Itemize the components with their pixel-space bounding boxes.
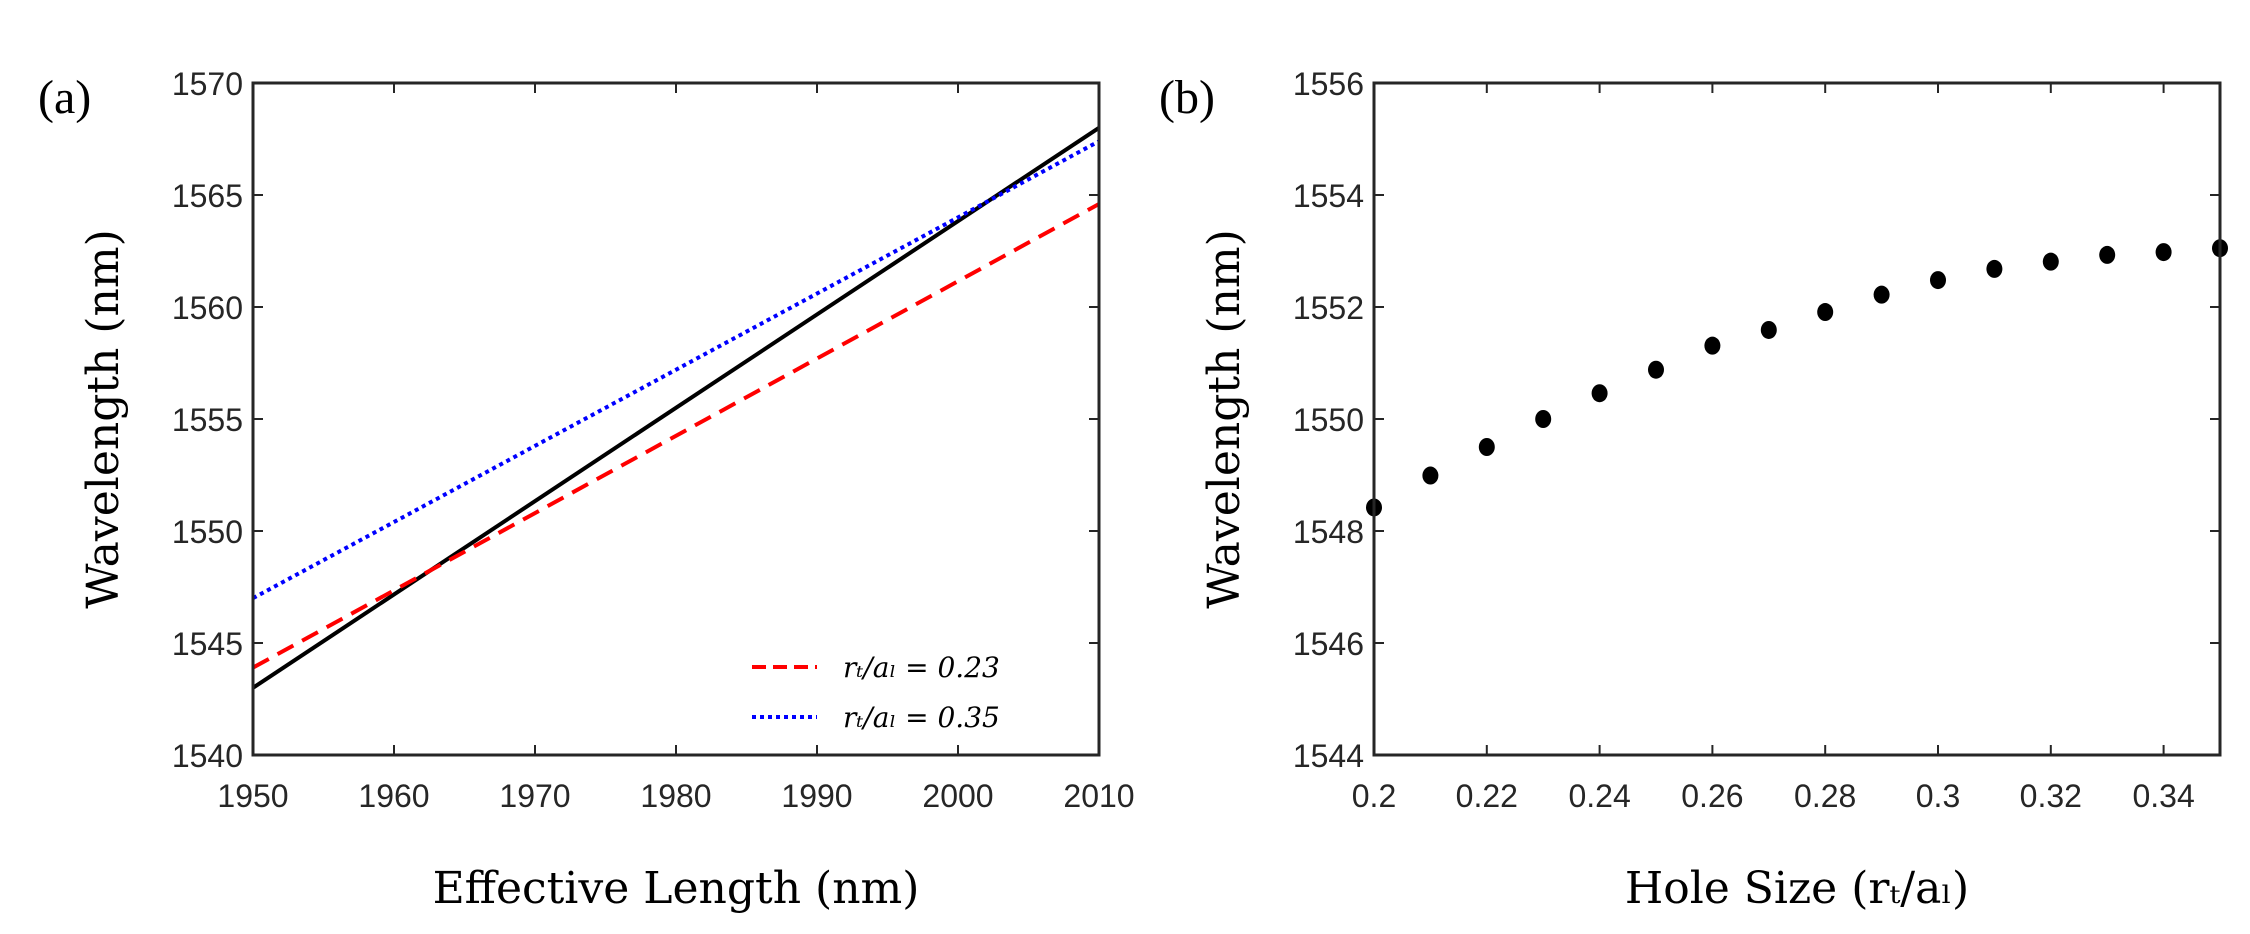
legend-label: rₜ/aₗ = 0.23 — [843, 651, 1000, 684]
y-tick-label: 1550 — [1293, 402, 1364, 438]
y-tick-label: 1555 — [172, 402, 243, 438]
data-point — [1648, 360, 1664, 379]
x-tick-label: 2010 — [1063, 778, 1134, 814]
x-tick-label: 0.2 — [1352, 778, 1396, 814]
x-tick-label: 0.3 — [1916, 778, 1960, 814]
data-point — [1930, 271, 1946, 290]
x-tick-label: 0.32 — [2020, 778, 2082, 814]
panel-b: 0.2 0.22 0.24 0.26 0.28 0.3 0.32 0.34 1544 1546 15… — [1159, 66, 2228, 914]
data-point — [1760, 320, 1777, 339]
y-tick-label: 1548 — [1293, 514, 1364, 550]
panel-label: (a) — [38, 71, 91, 124]
y-tick-label: 1550 — [172, 514, 243, 550]
x-tick-label: 1980 — [640, 778, 711, 814]
y-tick-label: 1546 — [1293, 626, 1364, 662]
data-point — [1817, 303, 1834, 322]
legend-label: rₜ/aₗ = 0.35 — [843, 701, 1000, 734]
y-tick-label: 1540 — [172, 738, 243, 774]
x-tick-label: 1990 — [781, 778, 852, 814]
panel-label: (b) — [1159, 71, 1215, 124]
y-tick-label: 1560 — [172, 290, 243, 326]
x-tick-label: 1950 — [217, 778, 288, 814]
data-point — [1704, 336, 1721, 355]
panel-a: 1950 1960 1970 1980 1990 2000 2010 1540 1545 1550… — [38, 66, 1135, 914]
x-tick-label: 1960 — [358, 778, 429, 814]
series-line-1 — [253, 202, 1099, 670]
x-tick-label: 1970 — [499, 778, 570, 814]
data-point — [1591, 384, 1608, 403]
y-tick-label: 1545 — [172, 626, 243, 662]
data-point — [2042, 252, 2059, 271]
data-point — [2155, 243, 2172, 262]
data-point — [1873, 285, 1890, 304]
x-tick-label: 0.22 — [1456, 778, 1518, 814]
x-tick-label: 0.26 — [1681, 778, 1743, 814]
y-tick-label: 1544 — [1293, 738, 1364, 774]
data-point — [1986, 259, 2003, 278]
y-tick-label: 1554 — [1293, 178, 1364, 214]
data-point — [1422, 466, 1439, 485]
y-axis-title: Wavelength (nm) — [78, 229, 129, 609]
y-tick-label: 1552 — [1293, 290, 1364, 326]
legend: rₜ/aₗ = 0.23 rₜ/aₗ = 0.35 — [752, 651, 1000, 734]
x-tick-label: 2000 — [922, 778, 993, 814]
x-tick-label: 0.24 — [1568, 778, 1630, 814]
y-tick-label: 1556 — [1293, 66, 1364, 102]
data-point — [1535, 410, 1552, 428]
series-line-2 — [253, 139, 1099, 600]
axes-box — [1372, 81, 2222, 757]
x-axis-title: Hole Size (rₜ/aₗ) — [1625, 863, 1969, 914]
y-axis-title: Wavelength (nm) — [1199, 229, 1250, 609]
x-axis-title: Effective Length (nm) — [433, 863, 920, 914]
data-point — [1478, 438, 1495, 456]
series-line-0 — [253, 126, 1099, 690]
y-tick-label: 1565 — [172, 178, 243, 214]
x-tick-label: 0.34 — [2132, 778, 2194, 814]
y-tick-label: 1570 — [172, 66, 243, 102]
data-point — [2099, 245, 2116, 264]
x-tick-label: 0.28 — [1794, 778, 1856, 814]
